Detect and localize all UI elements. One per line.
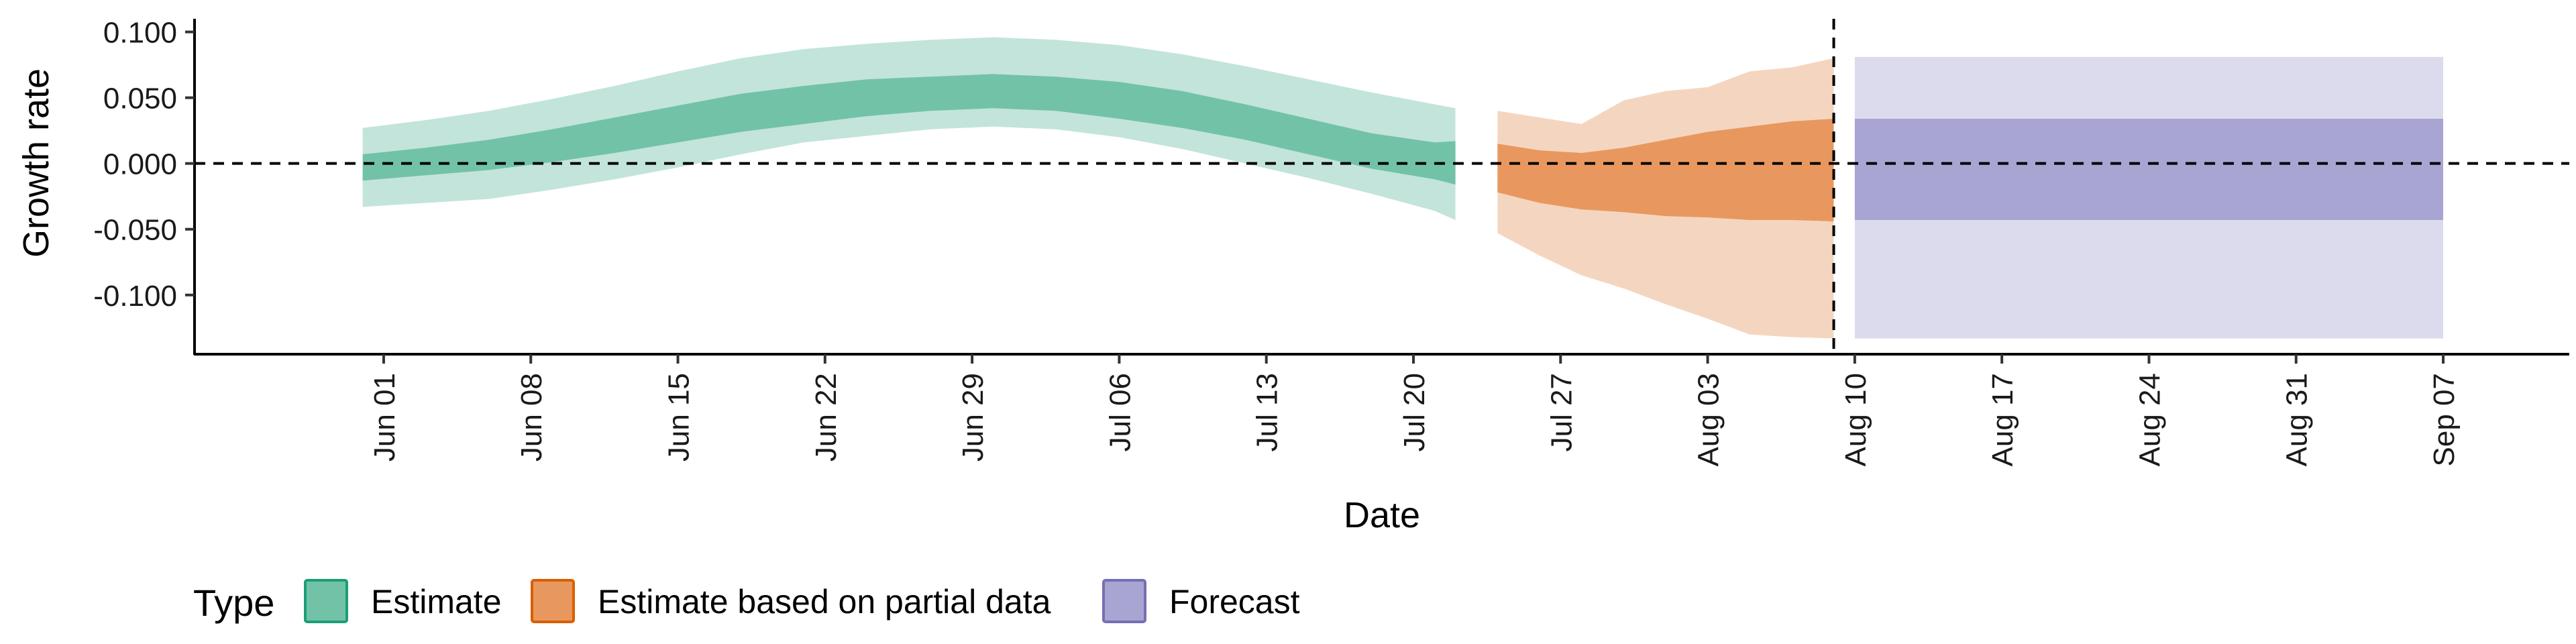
y-tick-label: -0.050 xyxy=(93,214,177,247)
legend: Type Estimate Estimate based on partial d… xyxy=(193,579,1300,624)
x-tick-label: Aug 24 xyxy=(2133,373,2166,466)
x-tick-label: Jul 13 xyxy=(1251,373,1284,451)
x-tick-label: Jun 22 xyxy=(810,373,843,462)
x-tick-label: Aug 10 xyxy=(1839,373,1872,466)
series-0-band-50 xyxy=(362,74,1456,185)
x-tick-label: Jul 06 xyxy=(1104,373,1136,451)
series-0-bands xyxy=(362,37,1456,220)
x-tick-label: Jun 08 xyxy=(515,373,548,462)
legend-title: Type xyxy=(193,582,274,624)
legend-label-2: Forecast xyxy=(1169,583,1300,621)
y-tick-label: 0.100 xyxy=(103,17,177,50)
x-tick-label: Jul 27 xyxy=(1545,373,1578,451)
legend-label-0: Estimate xyxy=(371,583,502,621)
legend-label-1: Estimate based on partial data xyxy=(598,583,1051,621)
series-1-bands xyxy=(1497,58,1834,339)
x-tick-label: Jul 20 xyxy=(1398,373,1431,451)
x-axis-title: Date xyxy=(1344,495,1420,535)
series-1-band-50 xyxy=(1497,119,1834,221)
x-tick-label: Jun 15 xyxy=(663,373,696,462)
y-tick-label: 0.050 xyxy=(103,83,177,115)
x-tick-label: Jun 01 xyxy=(368,373,401,462)
y-axis-title: Growth rate xyxy=(16,68,56,258)
y-tick-label: 0.000 xyxy=(103,148,177,181)
legend-key-2 xyxy=(1102,579,1146,623)
x-tick-label: Jun 29 xyxy=(957,373,989,462)
x-tick-label: Aug 31 xyxy=(2281,373,2314,466)
axes: 0.100 0.050 0.000 -0.050 -0.100 Jun 01 Jun 08 J… xyxy=(93,17,2569,466)
legend-key-1 xyxy=(531,579,575,623)
series-0-band-90 xyxy=(362,37,1456,220)
legend-key-0 xyxy=(304,579,348,623)
uncertainty-bands xyxy=(362,37,2443,339)
y-tick-label: -0.100 xyxy=(93,280,177,313)
x-tick-label: Aug 17 xyxy=(1986,373,2019,466)
reference-lines xyxy=(195,19,2569,354)
series-2-bands xyxy=(1854,56,2443,339)
series-2-band-50 xyxy=(1854,119,2443,220)
x-tick-label: Aug 03 xyxy=(1693,373,1725,466)
x-tick-label: Sep 07 xyxy=(2428,373,2461,466)
